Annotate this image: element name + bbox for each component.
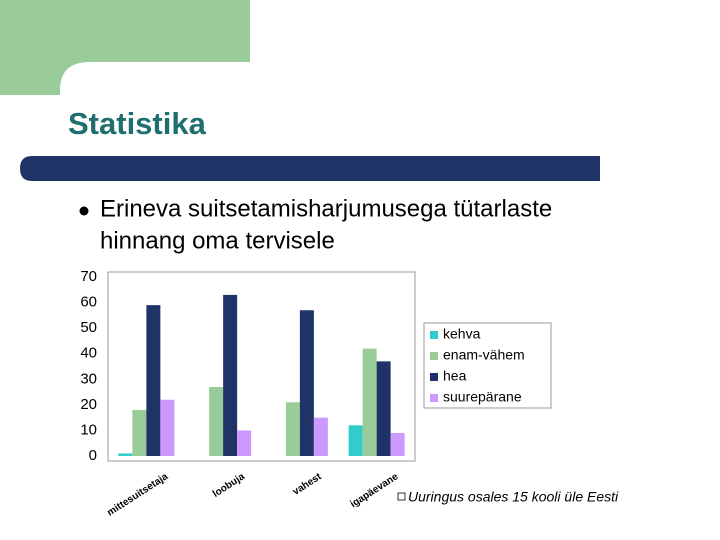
- slide-title: Statistika: [68, 106, 207, 141]
- bar: [390, 432, 405, 456]
- legend-swatch: [430, 373, 438, 381]
- y-tick-label: 60: [80, 294, 97, 311]
- legend-label: kehva: [443, 326, 481, 342]
- bar: [209, 386, 224, 456]
- title-bar: [20, 156, 600, 181]
- bullet-text: Erineva suitsetamisharjumusega tütarlast…: [100, 195, 552, 222]
- legend-swatch: [430, 352, 438, 360]
- bar: [313, 417, 328, 456]
- y-tick-label: 10: [80, 421, 97, 438]
- y-tick-label: 0: [89, 447, 97, 464]
- bar: [237, 430, 252, 456]
- bullet: [79, 206, 89, 216]
- bar: [146, 305, 161, 456]
- legend-label: hea: [443, 368, 467, 384]
- bar: [223, 294, 238, 456]
- note: Uuringus osales 15 kooli üle Eesti: [408, 489, 619, 505]
- bar: [299, 310, 314, 456]
- legend-swatch: [430, 331, 438, 339]
- bar: [348, 425, 363, 456]
- y-tick-label: 20: [80, 396, 97, 413]
- bar: [160, 399, 175, 456]
- y-tick-label: 70: [80, 268, 97, 285]
- y-tick-label: 40: [80, 345, 97, 362]
- bar: [118, 453, 133, 456]
- legend-label: enam-vähem: [443, 347, 525, 363]
- bar: [132, 409, 147, 456]
- y-tick-label: 50: [80, 319, 97, 336]
- legend-box: [423, 322, 552, 409]
- plot-frame: [107, 271, 416, 462]
- legend-label: suurepärane: [443, 389, 522, 405]
- legend-swatch: [430, 394, 438, 402]
- bar: [285, 402, 300, 456]
- bar: [362, 348, 377, 456]
- bar: [376, 361, 391, 456]
- bullet-text: hinnang oma tervisele: [100, 227, 335, 254]
- note-bullet: [397, 492, 406, 501]
- y-tick-label: 30: [80, 370, 97, 387]
